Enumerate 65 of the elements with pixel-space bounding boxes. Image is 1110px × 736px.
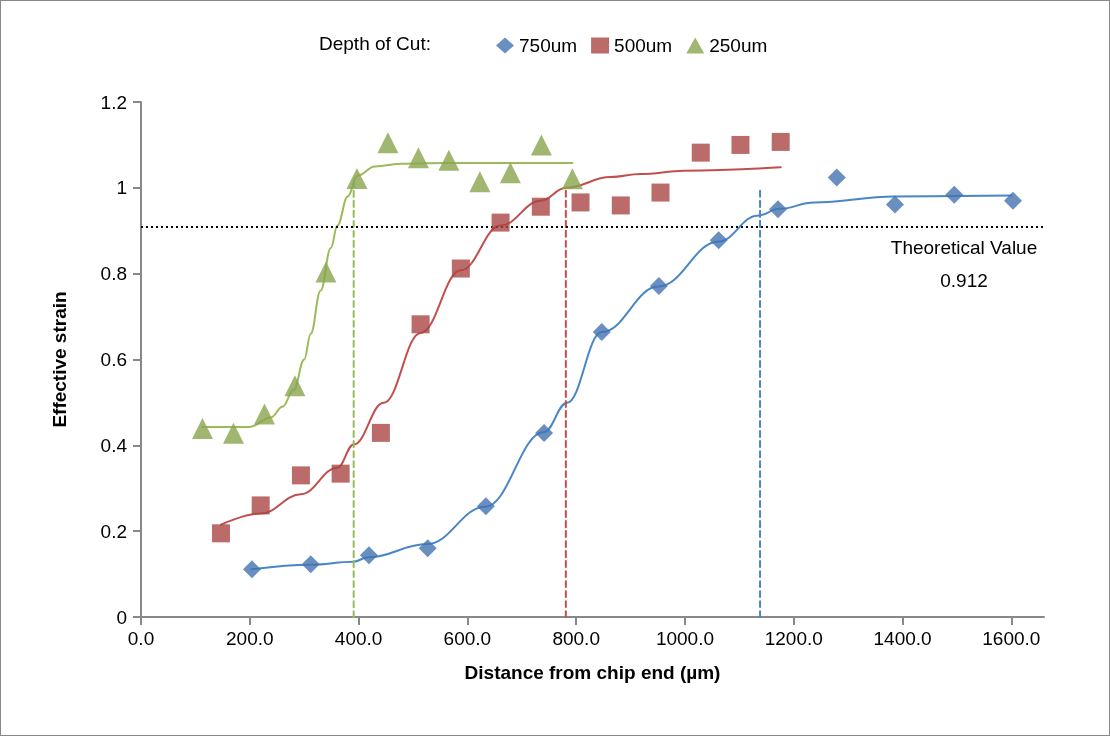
point <box>222 422 244 444</box>
y-tick-label: 0.6 <box>100 349 127 370</box>
point <box>242 560 261 579</box>
legend-label: 250um <box>709 35 768 56</box>
x-tick-label: 1200.0 <box>764 628 823 649</box>
point <box>438 149 460 171</box>
point <box>476 497 495 516</box>
point <box>530 134 552 156</box>
point <box>359 546 378 565</box>
point <box>571 193 590 212</box>
point <box>418 539 437 558</box>
point <box>1003 191 1022 210</box>
point <box>651 183 670 202</box>
point <box>491 213 510 232</box>
x-tick-label: 1000.0 <box>655 628 715 649</box>
y-tick-label: 1 <box>116 177 127 199</box>
point <box>649 277 668 296</box>
x-tick-label: 1400.0 <box>873 628 932 649</box>
point <box>535 423 554 442</box>
legend-title: Depth of Cut: <box>319 33 431 54</box>
x-tick-label: 800.0 <box>552 628 600 649</box>
legend-label: 500um <box>614 35 673 56</box>
point <box>561 168 583 190</box>
x-tick-label: 400.0 <box>334 628 383 649</box>
point <box>251 496 270 515</box>
point <box>499 162 521 184</box>
point <box>469 171 491 193</box>
point <box>284 375 306 397</box>
point <box>346 167 368 189</box>
point <box>211 524 230 543</box>
point <box>253 403 275 425</box>
y-tick-label: 1.2 <box>100 91 127 113</box>
y-axis-title: Effective strain <box>49 291 70 428</box>
point <box>945 185 964 204</box>
point <box>291 466 310 485</box>
x-axis-title: Distance from chip end (µm) <box>464 662 721 683</box>
y-tick-label: 0 <box>116 606 127 628</box>
point <box>451 259 470 278</box>
point <box>827 168 846 187</box>
point <box>885 195 904 214</box>
x-tick-label: 600.0 <box>443 628 492 649</box>
point <box>331 464 350 483</box>
point <box>592 323 611 342</box>
point <box>611 196 630 215</box>
point <box>301 555 320 574</box>
point <box>769 200 787 219</box>
point <box>731 135 750 154</box>
point <box>191 418 213 440</box>
point <box>709 231 728 250</box>
legend-label: 750um <box>519 35 578 56</box>
point <box>315 261 337 283</box>
x-tick-label: 200.0 <box>226 628 274 649</box>
ref-line-label: Theoretical Value 0.912 <box>890 237 1038 292</box>
point <box>771 132 790 151</box>
x-tick-label: 0.0 <box>127 628 155 649</box>
y-tick-label: 0.8 <box>100 263 127 285</box>
point <box>691 143 710 162</box>
y-tick-label: 0.4 <box>100 434 128 456</box>
point <box>411 315 430 334</box>
point <box>371 423 390 442</box>
point <box>531 197 550 216</box>
x-tick-label: 1600.0 <box>982 628 1041 649</box>
point <box>377 132 399 154</box>
y-tick-label: 0.2 <box>100 520 127 542</box>
point <box>407 147 429 169</box>
